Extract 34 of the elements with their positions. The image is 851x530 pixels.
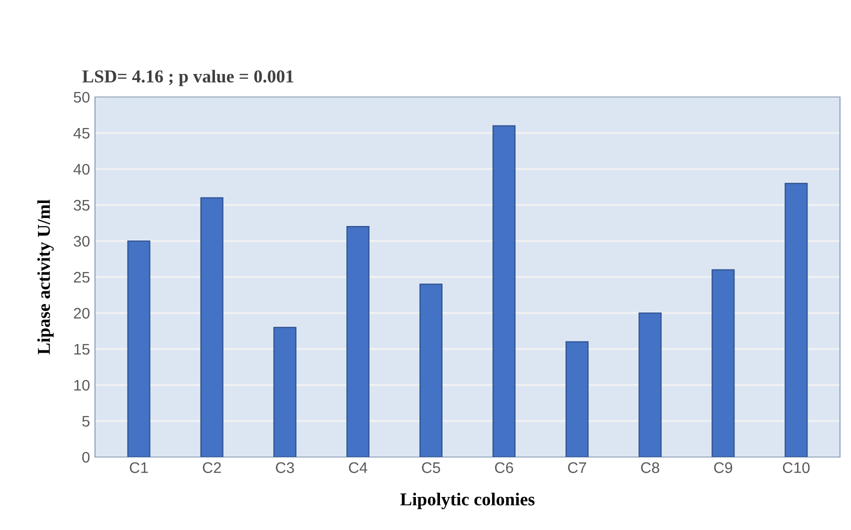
y-tick-label: 10	[74, 380, 90, 391]
bar	[346, 226, 370, 457]
y-tick-label: 15	[74, 344, 90, 355]
bar	[492, 125, 516, 457]
y-tick-label: 40	[74, 164, 90, 175]
text: LSD= 4.16 ; p value = 0.001	[82, 70, 294, 86]
bar	[419, 284, 442, 457]
x-tick-label: C1	[130, 462, 148, 474]
y-tick-label: 20	[74, 308, 90, 319]
y-tick-label: 45	[74, 128, 90, 139]
x-tick-label: C7	[568, 462, 586, 474]
x-axis-title: Lipolytic colonies	[400, 492, 535, 510]
y-axis-title: Lipase activity U/ml	[37, 200, 54, 354]
x-tick-label: C6	[495, 462, 514, 474]
bar	[566, 341, 589, 457]
y-tick-label: 30	[74, 236, 90, 247]
y-tick-label: 0	[82, 452, 90, 463]
bar	[200, 197, 224, 457]
bar	[712, 269, 735, 457]
x-tick-label: C5	[422, 462, 440, 474]
bar	[127, 240, 150, 457]
bar	[273, 326, 296, 457]
bar	[638, 312, 662, 457]
x-tick-label: C9	[714, 462, 732, 474]
y-tick-label: 50	[74, 92, 90, 103]
x-tick-label: C3	[276, 462, 294, 474]
x-tick-label: C4	[348, 462, 368, 474]
x-tick-label: C2	[202, 462, 221, 474]
x-tick-label: C10	[782, 462, 810, 474]
x-tick-label: C8	[641, 462, 660, 474]
y-tick-label: 5	[82, 416, 90, 427]
y-tick-label: 35	[74, 200, 90, 211]
y-tick-label: 25	[74, 272, 90, 283]
bar	[784, 182, 808, 457]
